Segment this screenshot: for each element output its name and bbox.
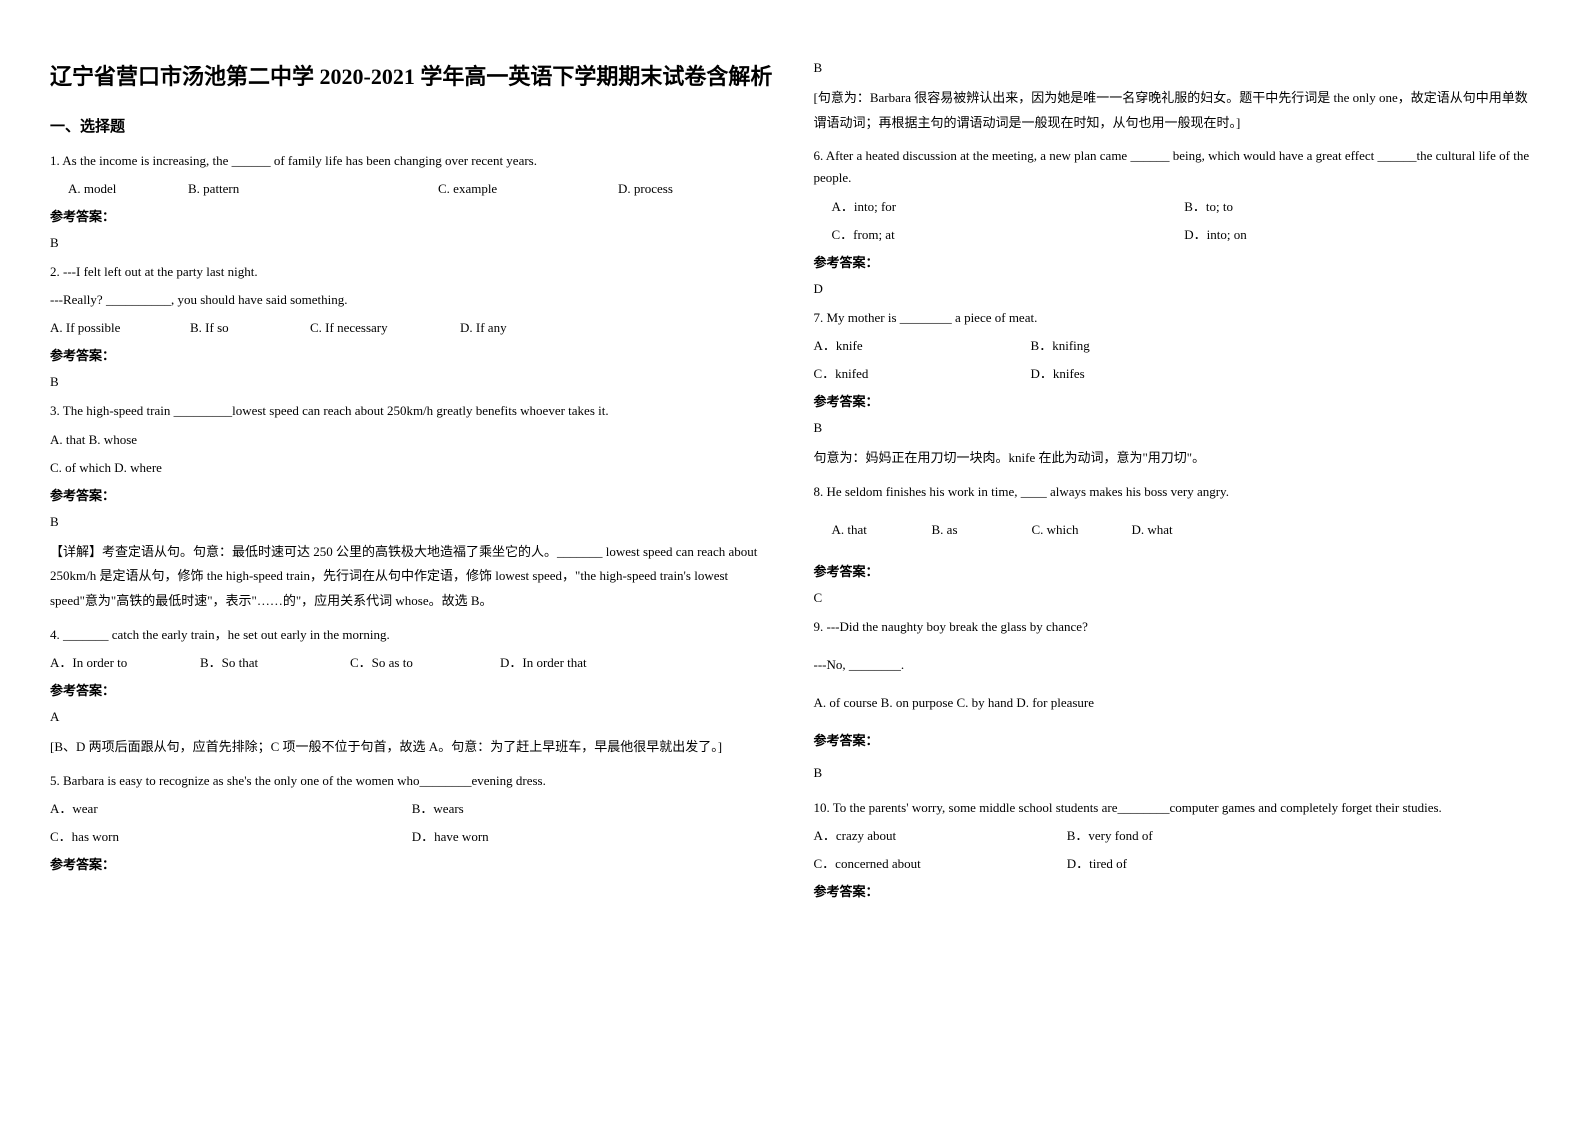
q5-opt-b: B．wears: [412, 798, 774, 820]
q1-opt-a: A. model: [68, 178, 188, 200]
q3-answer-label: 参考答案：: [50, 485, 774, 504]
q3-answer: B: [50, 514, 774, 530]
q8-opt-d: D. what: [1132, 519, 1173, 541]
q8-opt-c: C. which: [1032, 519, 1132, 541]
q5-answer: B: [814, 60, 1538, 76]
q7-opt-b: B．knifing: [1031, 335, 1248, 357]
q3-opts2: C. of which D. where: [50, 457, 774, 479]
q4-answer-label: 参考答案：: [50, 680, 774, 699]
q2-opt-d: D. If any: [460, 317, 507, 339]
q6-answer: D: [814, 281, 1538, 297]
q6-answer-label: 参考答案：: [814, 252, 1538, 271]
q4-explanation: [B、D 两项后面跟从句，应首先排除；C 项一般不位于句首，故选 A。句意：为了…: [50, 735, 774, 760]
q9-line2: ---No, ________.: [814, 654, 1538, 676]
q6-opt-c: C．from; at: [832, 224, 1185, 246]
q6-opt-a: A．into; for: [832, 196, 1185, 218]
q7-answer: B: [814, 420, 1538, 436]
q6-opt-d: D．into; on: [1184, 224, 1537, 246]
q7-options-row2: C．knifed D．knifes: [814, 363, 1248, 385]
q7-text: 7. My mother is ________ a piece of meat…: [814, 307, 1538, 329]
q8-opt-b: B. as: [932, 519, 1032, 541]
q10-text: 10. To the parents' worry, some middle s…: [814, 797, 1538, 819]
q7-answer-label: 参考答案：: [814, 391, 1538, 410]
q2-answer-label: 参考答案：: [50, 345, 774, 364]
q10-opt-b: B．very fond of: [1067, 825, 1320, 847]
q6-options-row2: C．from; at D．into; on: [814, 224, 1538, 246]
q8-text: 8. He seldom finishes his work in time, …: [814, 481, 1538, 503]
q2-line2: ---Really? __________, you should have s…: [50, 289, 774, 311]
q1-opt-c: C. example: [438, 178, 618, 200]
q9-answer: B: [814, 765, 1538, 781]
q2-options: A. If possible B. If so C. If necessary …: [50, 317, 774, 339]
q3-line1: 3. The high-speed train _________lowest …: [50, 400, 774, 422]
document-title: 辽宁省营口市汤池第二中学 2020-2021 学年高一英语下学期期末试卷含解析: [50, 60, 774, 93]
q7-opt-c: C．knifed: [814, 363, 1031, 385]
q5-opt-d: D．have worn: [412, 826, 774, 848]
q7-opt-d: D．knifes: [1031, 363, 1248, 385]
q8-opt-a: A. that: [832, 519, 932, 541]
q7-explanation: 句意为：妈妈正在用刀切一块肉。knife 在此为动词，意为"用刀切"。: [814, 446, 1538, 471]
q8-answer-label: 参考答案：: [814, 561, 1538, 580]
q5-opt-c: C．has worn: [50, 826, 412, 848]
q9-answer-label: 参考答案：: [814, 730, 1538, 749]
q10-opt-d: D．tired of: [1067, 853, 1320, 875]
q10-answer-label: 参考答案：: [814, 881, 1538, 900]
q5-options-row1: A．wear B．wears: [50, 798, 774, 820]
q7-options-row1: A．knife B．knifing: [814, 335, 1248, 357]
q1-answer: B: [50, 235, 774, 251]
q7-opt-a: A．knife: [814, 335, 1031, 357]
q6-line1: 6. After a heated discussion at the meet…: [814, 145, 1538, 189]
q5-answer-label: 参考答案：: [50, 854, 774, 873]
q2-opt-c: C. If necessary: [310, 317, 460, 339]
q4-text: 4. _______ catch the early train，he set …: [50, 624, 774, 646]
q3-explanation: 【详解】考查定语从句。句意：最低时速可达 250 公里的高铁极大地造福了乘坐它的…: [50, 540, 774, 614]
q1-answer-label: 参考答案：: [50, 206, 774, 225]
q10-opt-c: C．concerned about: [814, 853, 1067, 875]
q1-options: A. model B. pattern C. example D. proces…: [50, 178, 774, 200]
q10-options-row2: C．concerned about D．tired of: [814, 853, 1320, 875]
right-column: B [句意为：Barbara 很容易被辨认出来，因为她是唯一一名穿晚礼服的妇女。…: [814, 60, 1538, 1062]
section-heading: 一、选择题: [50, 115, 774, 136]
q5-text: 5. Barbara is easy to recognize as she's…: [50, 770, 774, 792]
q10-opt-a: A．crazy about: [814, 825, 1067, 847]
q4-opt-c: C．So as to: [350, 652, 500, 674]
q1-opt-b: B. pattern: [188, 178, 438, 200]
q2-opt-a: A. If possible: [50, 317, 190, 339]
q2-opt-b: B. If so: [190, 317, 310, 339]
q8-options: A. that B. as C. which D. what: [814, 519, 1538, 541]
q4-opt-d: D．In order that: [500, 652, 587, 674]
left-column: 辽宁省营口市汤池第二中学 2020-2021 学年高一英语下学期期末试卷含解析 …: [50, 60, 774, 1062]
q9-options: A. of course B. on purpose C. by hand D.…: [814, 692, 1538, 714]
q3-opts1: A. that B. whose: [50, 429, 774, 451]
q8-answer: C: [814, 590, 1538, 606]
q2-line1: 2. ---I felt left out at the party last …: [50, 261, 774, 283]
q1-opt-d: D. process: [618, 178, 673, 200]
q5-options-row2: C．has worn D．have worn: [50, 826, 774, 848]
q2-answer: B: [50, 374, 774, 390]
q5-opt-a: A．wear: [50, 798, 412, 820]
q4-opt-b: B．So that: [200, 652, 350, 674]
q6-opt-b: B．to; to: [1184, 196, 1537, 218]
q10-options-row1: A．crazy about B．very fond of: [814, 825, 1320, 847]
q4-options: A．In order to B．So that C．So as to D．In …: [50, 652, 774, 674]
q4-opt-a: A．In order to: [50, 652, 200, 674]
q4-answer: A: [50, 709, 774, 725]
q5-explanation: [句意为：Barbara 很容易被辨认出来，因为她是唯一一名穿晚礼服的妇女。题干…: [814, 86, 1538, 135]
q1-text: 1. As the income is increasing, the ____…: [50, 150, 774, 172]
q6-options-row1: A．into; for B．to; to: [814, 196, 1538, 218]
q9-line1: 9. ---Did the naughty boy break the glas…: [814, 616, 1538, 638]
